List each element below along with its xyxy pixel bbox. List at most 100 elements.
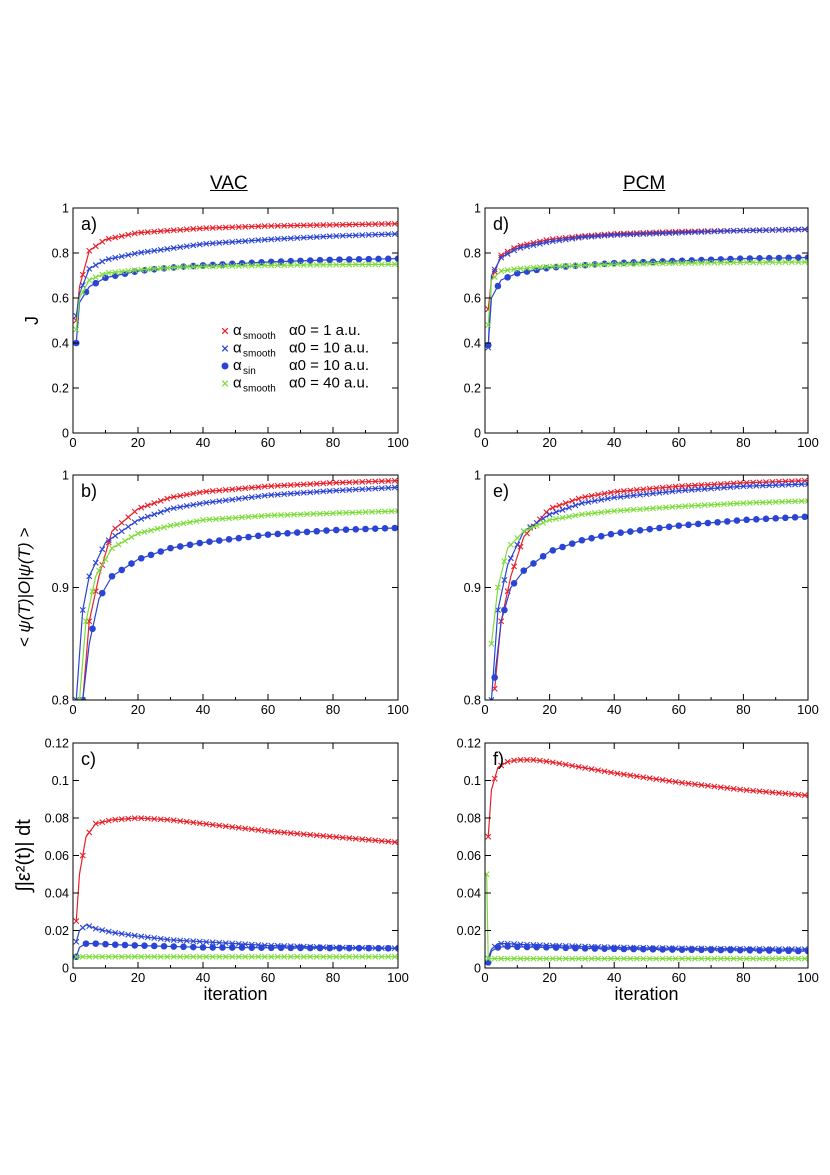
data-point bbox=[277, 944, 285, 952]
data-point bbox=[391, 261, 398, 268]
data-point bbox=[378, 231, 385, 238]
data-point bbox=[216, 953, 223, 960]
data-point bbox=[352, 221, 359, 228]
data-point bbox=[640, 260, 647, 267]
data-point bbox=[333, 834, 340, 841]
data-point bbox=[323, 527, 330, 534]
data-point bbox=[144, 502, 151, 509]
data-point bbox=[385, 231, 392, 238]
data-point bbox=[125, 252, 132, 259]
data-point bbox=[737, 786, 744, 793]
legend-symbol: α bbox=[233, 357, 242, 374]
data-point bbox=[125, 231, 132, 238]
data-point bbox=[775, 259, 782, 266]
data-point bbox=[375, 508, 382, 515]
data-point bbox=[206, 516, 213, 523]
data-point bbox=[384, 944, 392, 952]
data-point bbox=[125, 523, 132, 530]
data-point bbox=[79, 289, 86, 295]
data-point bbox=[183, 818, 190, 825]
data-point bbox=[125, 931, 132, 938]
data-point bbox=[766, 499, 773, 506]
data-point bbox=[385, 220, 392, 227]
data-point bbox=[209, 821, 216, 828]
data-point bbox=[287, 222, 294, 229]
series-line bbox=[494, 516, 808, 678]
data-point bbox=[339, 221, 346, 228]
data-point bbox=[540, 519, 547, 526]
data-point bbox=[300, 489, 307, 496]
data-point bbox=[788, 955, 795, 962]
data-point bbox=[750, 259, 757, 266]
data-point bbox=[161, 524, 167, 531]
data-point bbox=[562, 262, 569, 269]
data-point bbox=[743, 227, 750, 234]
data-point bbox=[679, 229, 686, 236]
data-point bbox=[128, 534, 135, 541]
data-point bbox=[274, 953, 281, 960]
data-point bbox=[639, 945, 647, 953]
data-point bbox=[248, 223, 255, 230]
data-point bbox=[150, 942, 158, 950]
data-point bbox=[646, 260, 653, 267]
data-point bbox=[118, 528, 125, 535]
data-point bbox=[258, 512, 265, 519]
data-point bbox=[501, 606, 508, 614]
data-point bbox=[530, 242, 537, 249]
x-tick-label: 60 bbox=[261, 435, 275, 450]
data-point bbox=[92, 953, 99, 960]
data-point bbox=[160, 942, 168, 950]
data-point bbox=[183, 226, 190, 233]
data-point bbox=[372, 953, 379, 960]
data-point bbox=[517, 955, 524, 962]
y-tick-label: 1 bbox=[474, 469, 481, 483]
data-point bbox=[524, 756, 530, 763]
data-point bbox=[624, 493, 631, 500]
data-point bbox=[235, 238, 242, 245]
data-point bbox=[300, 481, 307, 488]
data-point bbox=[196, 263, 203, 270]
data-point bbox=[105, 235, 112, 242]
x-tick-label: 0 bbox=[481, 702, 488, 717]
data-point bbox=[307, 953, 314, 960]
data-point bbox=[235, 534, 243, 542]
data-point bbox=[203, 225, 210, 232]
data-point bbox=[743, 955, 750, 962]
data-point bbox=[769, 259, 776, 266]
data-point bbox=[498, 762, 505, 769]
legend: α smooth α0 = 1 a.u.α smooth α0 = 10 a.u.α si… bbox=[221, 322, 369, 395]
data-point bbox=[630, 506, 637, 513]
data-point bbox=[543, 239, 550, 246]
data-point bbox=[99, 819, 106, 826]
data-point bbox=[737, 259, 744, 266]
data-point bbox=[92, 925, 99, 932]
data-point bbox=[310, 510, 317, 517]
data-point bbox=[86, 277, 93, 283]
data-point bbox=[485, 959, 492, 966]
data-point bbox=[491, 674, 498, 681]
data-point bbox=[86, 953, 93, 960]
data-point bbox=[633, 773, 640, 780]
data-point bbox=[711, 955, 718, 962]
data-point bbox=[326, 480, 333, 487]
data-point bbox=[569, 762, 576, 769]
data-point bbox=[795, 955, 802, 962]
data-point bbox=[339, 487, 346, 494]
data-point bbox=[685, 780, 692, 787]
data-point bbox=[151, 815, 158, 822]
data-point bbox=[666, 260, 673, 267]
data-point bbox=[86, 265, 93, 272]
data-point bbox=[151, 935, 158, 941]
legend-subscript: smooth bbox=[243, 349, 276, 360]
data-point bbox=[672, 229, 679, 236]
data-point bbox=[271, 512, 278, 519]
data-point bbox=[514, 535, 521, 541]
data-point bbox=[242, 485, 249, 492]
data-point bbox=[746, 483, 753, 490]
y-tick-label: 0.8 bbox=[464, 247, 481, 261]
data-point bbox=[151, 228, 158, 235]
chart-panel-c: 0 20 40 60 80 100 0 0.02 0.04 0.06 0.08 0.1 0.12 c) it… bbox=[13, 737, 409, 1005]
data-point bbox=[562, 761, 569, 768]
data-point bbox=[685, 955, 692, 962]
data-point bbox=[665, 523, 673, 531]
